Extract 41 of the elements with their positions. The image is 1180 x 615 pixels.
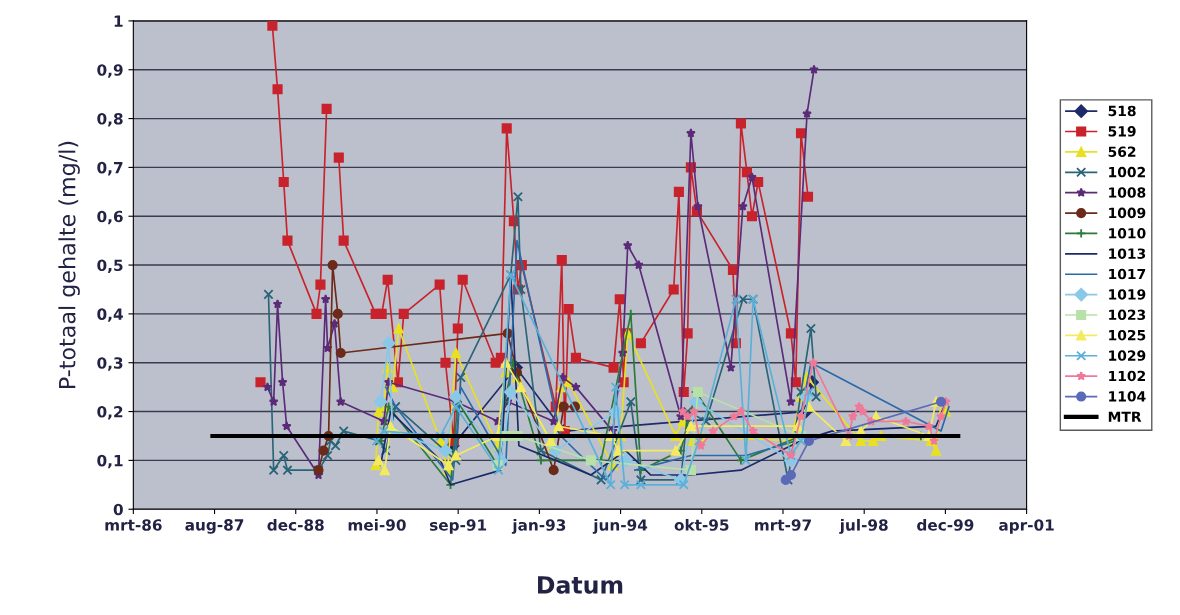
legend-label: 1009 <box>1109 207 1146 219</box>
y-tick-label: 0,5 <box>97 259 123 274</box>
x-tick-label: okt-95 <box>674 518 729 531</box>
x-axis-title: Datum <box>538 576 623 594</box>
y-tick-label: 0,8 <box>97 113 123 127</box>
legend-label: 1029 <box>1109 350 1146 361</box>
y-tick-label: 0 <box>113 503 123 516</box>
legend-label: 1102 <box>1109 370 1146 382</box>
x-tick-label: jun-94 <box>592 518 648 534</box>
legend-label: 562 <box>1108 146 1136 157</box>
legend-label: 1013 <box>1109 248 1146 259</box>
legend-label: 1023 <box>1109 309 1146 321</box>
x-tick-label: mrt-86 <box>105 519 162 531</box>
x-tick-label: jan-93 <box>511 518 566 534</box>
y-tick-label: 0,4 <box>97 308 123 322</box>
y-tick-label: 0,9 <box>97 64 123 78</box>
legend-label: 519 <box>1108 126 1136 137</box>
x-tick-label: dec-88 <box>267 518 324 531</box>
legend-label: 1017 <box>1109 268 1146 280</box>
legend-label: 1010 <box>1109 228 1146 239</box>
y-tick-label: 0,1 <box>97 454 123 469</box>
x-tick-label: aug-87 <box>185 519 244 534</box>
legend-label: 1002 <box>1109 166 1146 178</box>
x-tick-label: mei-90 <box>348 518 406 531</box>
legend-label: 1104 <box>1109 391 1146 402</box>
y-tick-label: 1 <box>114 15 123 27</box>
y-tick-label: 0,7 <box>97 161 123 176</box>
x-tick-label: apr-01 <box>999 519 1054 534</box>
legend-label: 1025 <box>1109 329 1146 341</box>
y-tick-label: 0,3 <box>97 357 123 371</box>
x-tick-label: jul-98 <box>839 518 888 534</box>
legend-label: 1019 <box>1109 289 1146 300</box>
x-tick-label: sep-91 <box>429 519 487 534</box>
y-tick-label: 0,6 <box>97 210 123 225</box>
legend-label: 1008 <box>1109 187 1146 198</box>
x-tick-label: dec-99 <box>917 518 974 531</box>
y-axis-title: P-totaal gehalte (mg/l) <box>58 141 80 389</box>
legend-label: 518 <box>1108 105 1136 117</box>
x-tick-label: mrt-97 <box>755 519 811 531</box>
y-tick-label: 0,2 <box>97 406 123 420</box>
legend-label: MTR <box>1108 411 1142 422</box>
